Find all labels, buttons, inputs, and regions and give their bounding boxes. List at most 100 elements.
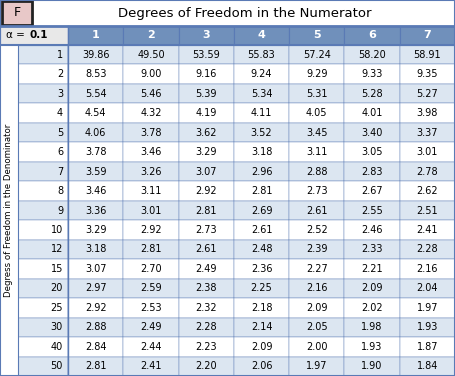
- Text: 1.93: 1.93: [417, 322, 438, 332]
- Text: 2.96: 2.96: [251, 167, 272, 177]
- Bar: [234, 240, 289, 259]
- Bar: [178, 201, 234, 220]
- Bar: [18, 240, 68, 259]
- Bar: [399, 103, 455, 123]
- Text: 4.05: 4.05: [306, 108, 328, 118]
- Bar: [289, 181, 344, 201]
- Bar: [18, 181, 68, 201]
- Text: 5.27: 5.27: [416, 89, 438, 99]
- Text: 2.88: 2.88: [85, 322, 106, 332]
- Text: 8.53: 8.53: [85, 69, 106, 79]
- Bar: [68, 84, 123, 103]
- Bar: [234, 181, 289, 201]
- Bar: [289, 318, 344, 337]
- Bar: [344, 64, 399, 84]
- Bar: [68, 181, 123, 201]
- Bar: [399, 26, 455, 45]
- Text: 4.06: 4.06: [85, 127, 106, 138]
- Text: 6: 6: [57, 147, 63, 157]
- Bar: [18, 84, 68, 103]
- Bar: [0, 45, 18, 376]
- Bar: [68, 201, 123, 220]
- Bar: [178, 318, 234, 337]
- Text: 9.35: 9.35: [417, 69, 438, 79]
- Text: 4.32: 4.32: [140, 108, 162, 118]
- Text: 1.87: 1.87: [417, 342, 438, 352]
- Bar: [123, 64, 178, 84]
- Text: Degress of Freedom in the Denominator: Degress of Freedom in the Denominator: [5, 124, 14, 297]
- Text: 2.69: 2.69: [251, 206, 272, 215]
- Bar: [178, 143, 234, 162]
- Text: 2.81: 2.81: [85, 361, 106, 371]
- Text: 2.32: 2.32: [195, 303, 217, 313]
- Bar: [399, 162, 455, 181]
- Text: 3.01: 3.01: [140, 206, 162, 215]
- Text: 2.70: 2.70: [140, 264, 162, 274]
- Bar: [344, 356, 399, 376]
- Text: 2.53: 2.53: [140, 303, 162, 313]
- Text: 2: 2: [147, 30, 155, 41]
- Bar: [289, 64, 344, 84]
- Text: 2.09: 2.09: [251, 342, 272, 352]
- Text: 9.29: 9.29: [306, 69, 328, 79]
- Bar: [68, 45, 123, 64]
- Bar: [344, 143, 399, 162]
- Text: 2.73: 2.73: [195, 225, 217, 235]
- Text: 3.11: 3.11: [306, 147, 328, 157]
- Text: 1: 1: [92, 30, 100, 41]
- Text: 2.78: 2.78: [416, 167, 438, 177]
- Bar: [123, 181, 178, 201]
- Text: 3.36: 3.36: [85, 206, 106, 215]
- Text: 9.24: 9.24: [251, 69, 272, 79]
- Bar: [18, 64, 68, 84]
- Bar: [344, 26, 399, 45]
- Bar: [68, 298, 123, 318]
- Text: 2.04: 2.04: [417, 284, 438, 293]
- Bar: [344, 103, 399, 123]
- Text: 50: 50: [51, 361, 63, 371]
- Text: 58.91: 58.91: [414, 50, 441, 60]
- Text: 2.61: 2.61: [251, 225, 272, 235]
- Bar: [344, 181, 399, 201]
- Bar: [234, 162, 289, 181]
- Bar: [399, 84, 455, 103]
- Text: 2.92: 2.92: [195, 186, 217, 196]
- Bar: [178, 337, 234, 356]
- Bar: [68, 64, 123, 84]
- Text: 2.48: 2.48: [251, 244, 272, 255]
- Bar: [123, 45, 178, 64]
- Text: 2.33: 2.33: [361, 244, 383, 255]
- Text: 2.61: 2.61: [196, 244, 217, 255]
- Text: 3.29: 3.29: [85, 225, 106, 235]
- Bar: [289, 84, 344, 103]
- Text: 2.84: 2.84: [85, 342, 106, 352]
- Text: 5.34: 5.34: [251, 89, 272, 99]
- Text: 9: 9: [57, 206, 63, 215]
- Text: 2.97: 2.97: [85, 284, 106, 293]
- Bar: [399, 220, 455, 240]
- Text: 3.40: 3.40: [361, 127, 383, 138]
- Text: 25: 25: [51, 303, 63, 313]
- Bar: [18, 318, 68, 337]
- Bar: [344, 337, 399, 356]
- Bar: [234, 84, 289, 103]
- Bar: [344, 259, 399, 279]
- Text: 20: 20: [51, 284, 63, 293]
- Text: 2.81: 2.81: [140, 244, 162, 255]
- Bar: [399, 201, 455, 220]
- Text: 2.16: 2.16: [417, 264, 438, 274]
- Text: 4: 4: [258, 30, 265, 41]
- Bar: [68, 259, 123, 279]
- Bar: [399, 318, 455, 337]
- Bar: [178, 298, 234, 318]
- Text: 2.59: 2.59: [140, 284, 162, 293]
- Bar: [123, 162, 178, 181]
- Bar: [399, 240, 455, 259]
- Text: 5: 5: [313, 30, 321, 41]
- Text: 2.09: 2.09: [361, 284, 383, 293]
- Bar: [289, 45, 344, 64]
- Text: 6: 6: [368, 30, 376, 41]
- Bar: [68, 240, 123, 259]
- Text: 2.38: 2.38: [196, 284, 217, 293]
- Text: 2.25: 2.25: [251, 284, 273, 293]
